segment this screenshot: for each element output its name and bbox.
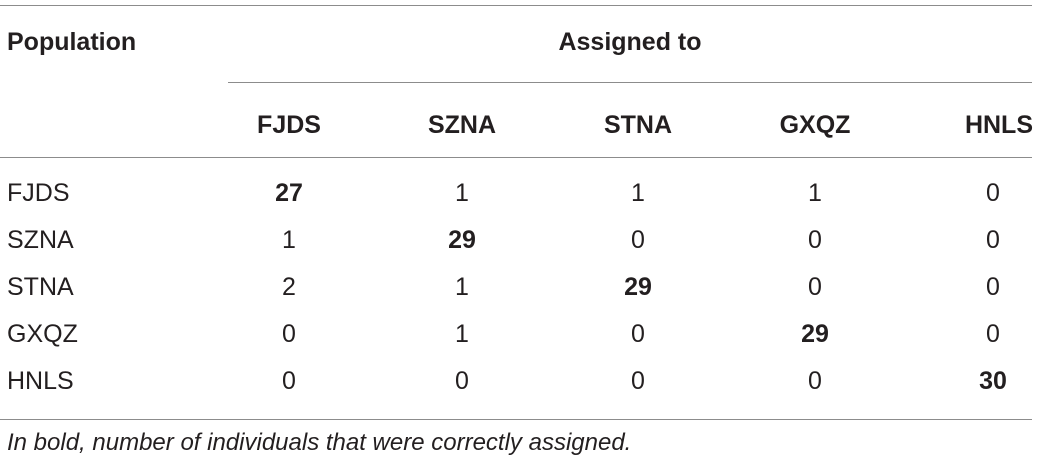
table-footnote: In bold, number of individuals that were… [7, 429, 632, 456]
cell-szna: 1 [455, 273, 469, 301]
column-header-szna: SZNA [427, 111, 497, 139]
column-header-hnls: HNLS [964, 111, 1033, 139]
cell-hnls: 0 [986, 273, 1000, 301]
cell-szna: 1 [455, 320, 469, 348]
cell-stna: 0 [631, 226, 645, 254]
cell-gxqz: 29 [801, 320, 829, 348]
cell-fjds: 27 [275, 179, 303, 207]
row-label: STNA [7, 273, 74, 301]
row-label: SZNA [7, 226, 74, 254]
cell-gxqz: 0 [808, 273, 822, 301]
cell-szna: 0 [455, 367, 469, 395]
cell-fjds: 0 [282, 367, 296, 395]
cell-stna: 1 [631, 179, 645, 207]
population-header: Population [7, 28, 137, 56]
cell-stna: 0 [631, 367, 645, 395]
cell-szna: 1 [455, 179, 469, 207]
row-label: GXQZ [7, 320, 78, 348]
column-header-stna: STNA [603, 111, 673, 139]
column-header-gxqz: GXQZ [779, 111, 851, 139]
cell-gxqz: 1 [808, 179, 822, 207]
cell-hnls: 0 [986, 179, 1000, 207]
cell-hnls: 30 [979, 367, 1007, 395]
cell-fjds: 2 [282, 273, 296, 301]
assigned-to-rule [228, 82, 1032, 83]
cell-hnls: 0 [986, 226, 1000, 254]
row-label: HNLS [7, 367, 74, 395]
cell-hnls: 0 [986, 320, 1000, 348]
cell-szna: 29 [448, 226, 476, 254]
cell-gxqz: 0 [808, 367, 822, 395]
column-header-fjds: FJDS [257, 111, 321, 139]
header-rule [0, 157, 1032, 158]
cell-stna: 29 [624, 273, 652, 301]
cell-fjds: 1 [282, 226, 296, 254]
row-label: FJDS [7, 179, 70, 207]
table-bottom-rule [0, 419, 1032, 420]
cell-stna: 0 [631, 320, 645, 348]
table-top-rule [0, 5, 1032, 6]
assigned-to-header: Assigned to [558, 28, 702, 56]
cell-fjds: 0 [282, 320, 296, 348]
cell-gxqz: 0 [808, 226, 822, 254]
